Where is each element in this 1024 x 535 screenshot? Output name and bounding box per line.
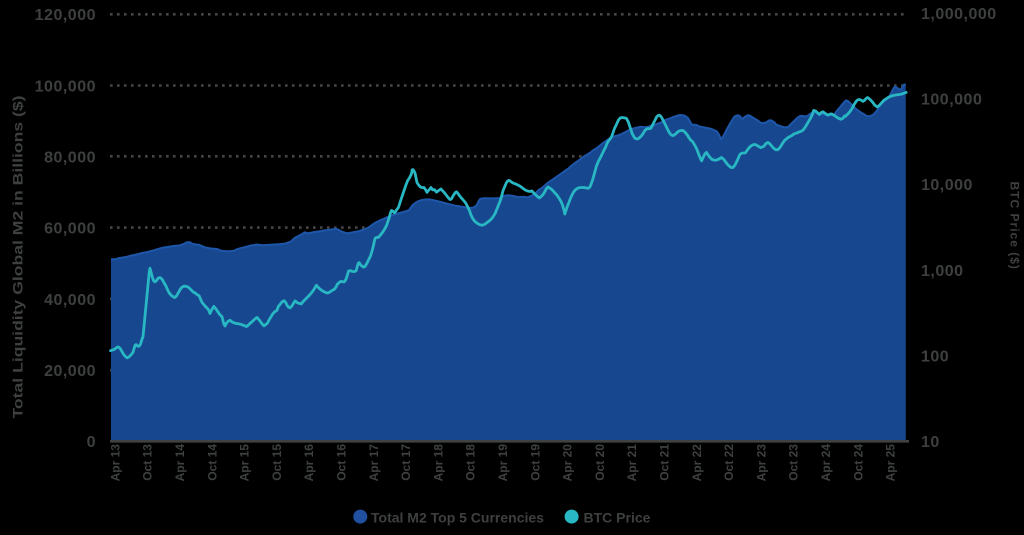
svg-text:120,000: 120,000 <box>35 7 96 24</box>
svg-text:Total M2 Top 5 Currencies: Total M2 Top 5 Currencies <box>371 509 544 525</box>
svg-text:Oct 18: Oct 18 <box>464 444 478 481</box>
svg-text:1,000: 1,000 <box>921 263 964 280</box>
svg-text:1,000,000: 1,000,000 <box>921 6 997 23</box>
svg-text:Apr 18: Apr 18 <box>431 444 445 482</box>
svg-text:Oct 16: Oct 16 <box>335 444 349 481</box>
svg-text:Apr 20: Apr 20 <box>561 444 575 482</box>
svg-text:100,000: 100,000 <box>35 78 96 95</box>
svg-text:Apr 16: Apr 16 <box>302 444 316 482</box>
svg-text:100,000: 100,000 <box>921 91 982 108</box>
svg-text:Apr 22: Apr 22 <box>690 444 704 482</box>
svg-text:Oct 13: Oct 13 <box>141 444 155 481</box>
svg-text:Total Liquidity Global M2 in B: Total Liquidity Global M2 in Billions ($… <box>10 96 26 419</box>
svg-text:Apr 23: Apr 23 <box>754 444 768 482</box>
svg-text:Oct 22: Oct 22 <box>722 444 736 481</box>
svg-text:60,000: 60,000 <box>44 221 96 238</box>
svg-text:Oct 17: Oct 17 <box>399 444 413 481</box>
svg-text:Oct 14: Oct 14 <box>205 444 219 481</box>
svg-text:Apr 13: Apr 13 <box>108 444 122 482</box>
svg-text:Apr 17: Apr 17 <box>367 444 381 482</box>
svg-text:Apr 14: Apr 14 <box>173 444 187 482</box>
svg-text:100: 100 <box>921 348 949 365</box>
svg-text:Apr 24: Apr 24 <box>819 444 833 482</box>
svg-text:Oct 19: Oct 19 <box>528 444 542 481</box>
svg-text:0: 0 <box>87 434 96 451</box>
svg-text:Oct 20: Oct 20 <box>593 444 607 481</box>
svg-text:Oct 24: Oct 24 <box>851 444 865 481</box>
svg-text:10,000: 10,000 <box>921 177 973 194</box>
svg-text:Oct 15: Oct 15 <box>270 444 284 481</box>
svg-text:BTC Price: BTC Price <box>584 509 651 525</box>
svg-text:Apr 19: Apr 19 <box>496 444 510 482</box>
svg-text:Apr 25: Apr 25 <box>884 444 898 482</box>
svg-text:80,000: 80,000 <box>44 149 96 166</box>
svg-text:Oct 23: Oct 23 <box>787 444 801 481</box>
svg-text:Apr 21: Apr 21 <box>625 444 639 482</box>
svg-text:BTC Price ($): BTC Price ($) <box>1007 182 1021 270</box>
svg-text:10: 10 <box>921 434 940 451</box>
svg-text:Apr 15: Apr 15 <box>238 444 252 482</box>
svg-text:Oct 21: Oct 21 <box>658 444 672 481</box>
svg-text:20,000: 20,000 <box>44 363 96 380</box>
svg-text:40,000: 40,000 <box>44 292 96 309</box>
